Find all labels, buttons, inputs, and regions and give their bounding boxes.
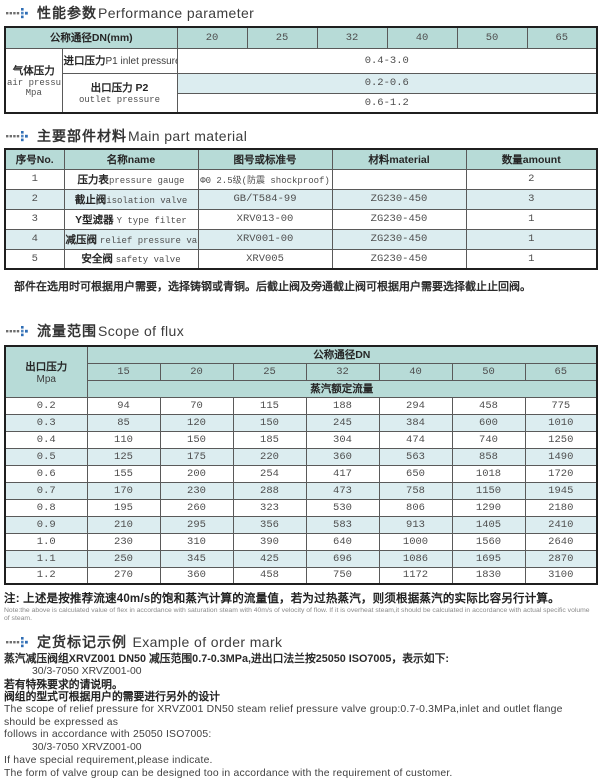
section-header-flux: 流量范围 Scope of flux [4,322,600,339]
section-title-zh: 定货标记示例 [37,633,127,650]
dn-span-header: 公称通径DN [86,345,598,364]
inlet-value-cell: 0.4-3.0 [176,47,598,74]
section-title-zh: 流量范围 [37,322,97,339]
header-code: 图号或标准号 [197,148,333,170]
flux-row: 0.7 170 230 288 473 758 1150 1945 [4,481,598,500]
dn-value: 20 [176,26,248,49]
order-line: 若有特殊要求的请说明。 [4,678,123,691]
steam-rate-header: 蒸汽额定流量 [86,379,598,398]
order-line: The form of valve group can be designed … [4,767,453,779]
order-line: The scope of relief pressure for XRVZ001… [4,704,563,728]
header-name: 名称name [63,148,199,170]
flux-header-row-steam: 蒸汽额定流量 [5,379,598,398]
order-line: 蒸汽减压阀组XRVZ001 DN50 减压范围0.7-0.3MPa,进出口法兰按… [4,653,450,666]
dotted-arrow-icon [6,636,30,648]
material-table: 序号No. 名称name 图号或标准号 材料material 数量amount … [4,148,598,270]
dn-value: 65 [526,26,598,49]
dotted-arrow-icon [6,325,30,337]
flux-header-row-dn: 出口压力 Mpa 公称通径DN [4,345,598,398]
section-title-en: Example of order mark [132,633,283,650]
order-code-line: 30/3-7050 XRVZ001-00 [32,665,142,677]
inlet-label-cell: 进口压力P1 inlet pressure [61,47,178,74]
inlet-pressure-row: 气体压力 air pressure Mpa 进口压力P1 inlet press… [4,47,598,114]
outlet-pressure-row-2: 0.6-1.2 [5,92,598,114]
material-row: 5 安全阀 safety valve XRV005 ZG230-450 1 [4,248,598,270]
outlet-value-high-cell: 0.6-1.2 [176,92,598,114]
outlet-value-low-cell: 0.2-0.6 [176,72,598,94]
dn-value: 50 [456,26,528,49]
order-line: follows in accordance with 25050 ISO7005… [4,729,212,741]
performance-header-row: 公称通径DN(mm) 20 25 32 40 50 65 [4,26,598,49]
catalog-page: { "colors": { "table_header_bg": "#b7dbd… [0,4,600,779]
header-material: 材料material [331,148,467,170]
flux-row: 0.5 125 175 220 360 563 858 1490 [4,447,598,466]
material-row: 2 截止阀isolation valve GB/T584-99 ZG230-45… [4,188,598,210]
dn-value: 25 [246,26,318,49]
flux-header-row-sizes: 15 20 25 32 40 50 65 [5,362,598,381]
flux-row: 0.8 195 260 323 530 806 1290 2180 [4,498,598,517]
outlet-pressure-row-1: 出口压力 P2 outlet pressure 0.2-0.6 [5,72,598,114]
flux-row: 0.2 94 70 115 188 294 458 775 [4,396,598,415]
outlet-label-cell: 出口压力 P2 outlet pressure [61,72,178,114]
flux-row: 0.4 110 150 185 304 474 740 1250 [4,430,598,449]
performance-table: 公称通径DN(mm) 20 25 32 40 50 65 气体压力 air pr… [4,26,598,114]
section-title-zh: 主要部件材料 [37,128,127,144]
dn-value: 32 [316,26,388,49]
material-note: 部件在选用时可根据用户需要，选择铸钢或青铜。后截止阀及旁通截止阀可根据用户需要选… [14,281,531,293]
air-pressure-group-cell: 气体压力 air pressure Mpa [4,47,63,114]
flux-row: 1.1 250 345 425 696 1086 1695 2870 [4,549,598,568]
order-line: If have special requirement,please indic… [4,754,213,766]
section-title-zh: 性能参数 [37,4,97,21]
dotted-arrow-icon [6,130,30,142]
section-header-performance: 性能参数 Performance parameter [4,4,600,21]
flux-row: 0.6 155 200 254 417 650 1018 1720 [4,464,598,483]
dotted-arrow-icon [6,7,30,19]
dn-header-label: 公称通径DN(mm) [4,26,178,49]
flux-note-zh: 注: 上述是按推荐流速40m/s的饱和蒸汽计算的流量值，若为过热蒸汽，则须根据蒸… [4,593,560,605]
material-header-row: 序号No. 名称name 图号或标准号 材料material 数量amount [4,148,598,170]
flux-note-en: Note:the above is calculated value of fl… [4,607,590,622]
header-amount: 数量amount [465,148,598,170]
flux-row: 1.2 270 360 458 750 1172 1830 3100 [4,566,598,585]
material-row: 3 Y型滤器 Y type filter XRV013-00 ZG230-450… [4,208,598,230]
flux-row: 0.3 85 120 150 245 384 600 1010 [4,413,598,432]
material-row: 4 减压阀 relief pressure valve XRV001-00 ZG… [4,228,598,250]
header-no: 序号No. [4,148,65,170]
section-header-material: 主要部件材料 Main part material [4,128,600,144]
flux-row: 1.0 230 310 390 640 1000 1560 2640 [4,532,598,551]
dn-value: 40 [386,26,458,49]
outlet-pressure-header-cell: 出口压力 Mpa [4,345,88,398]
order-mark-paragraph: 蒸汽减压阀组XRVZ001 DN50 减压范围0.7-0.3MPa,进出口法兰按… [4,653,595,780]
material-row: 1 压力表pressure gauge Φ0 2.5级(防震 shockproo… [4,168,598,190]
flux-row: 0.9 210 295 356 583 913 1405 2410 [4,515,598,534]
section-header-order: 定货标记示例 Example of order mark [4,633,600,650]
section-title-en: Scope of flux [98,322,185,339]
flux-table: 出口压力 Mpa 公称通径DN 15 20 25 32 40 50 65 蒸汽额… [4,345,599,585]
order-code-line: 30/3-7050 XRVZ001-00 [32,742,142,754]
order-line: 阀组的型式可根据用户的需要进行另外的设计 [4,691,220,704]
section-title-en: Performance parameter [98,4,255,21]
section-title-en: Main part material [128,128,248,144]
